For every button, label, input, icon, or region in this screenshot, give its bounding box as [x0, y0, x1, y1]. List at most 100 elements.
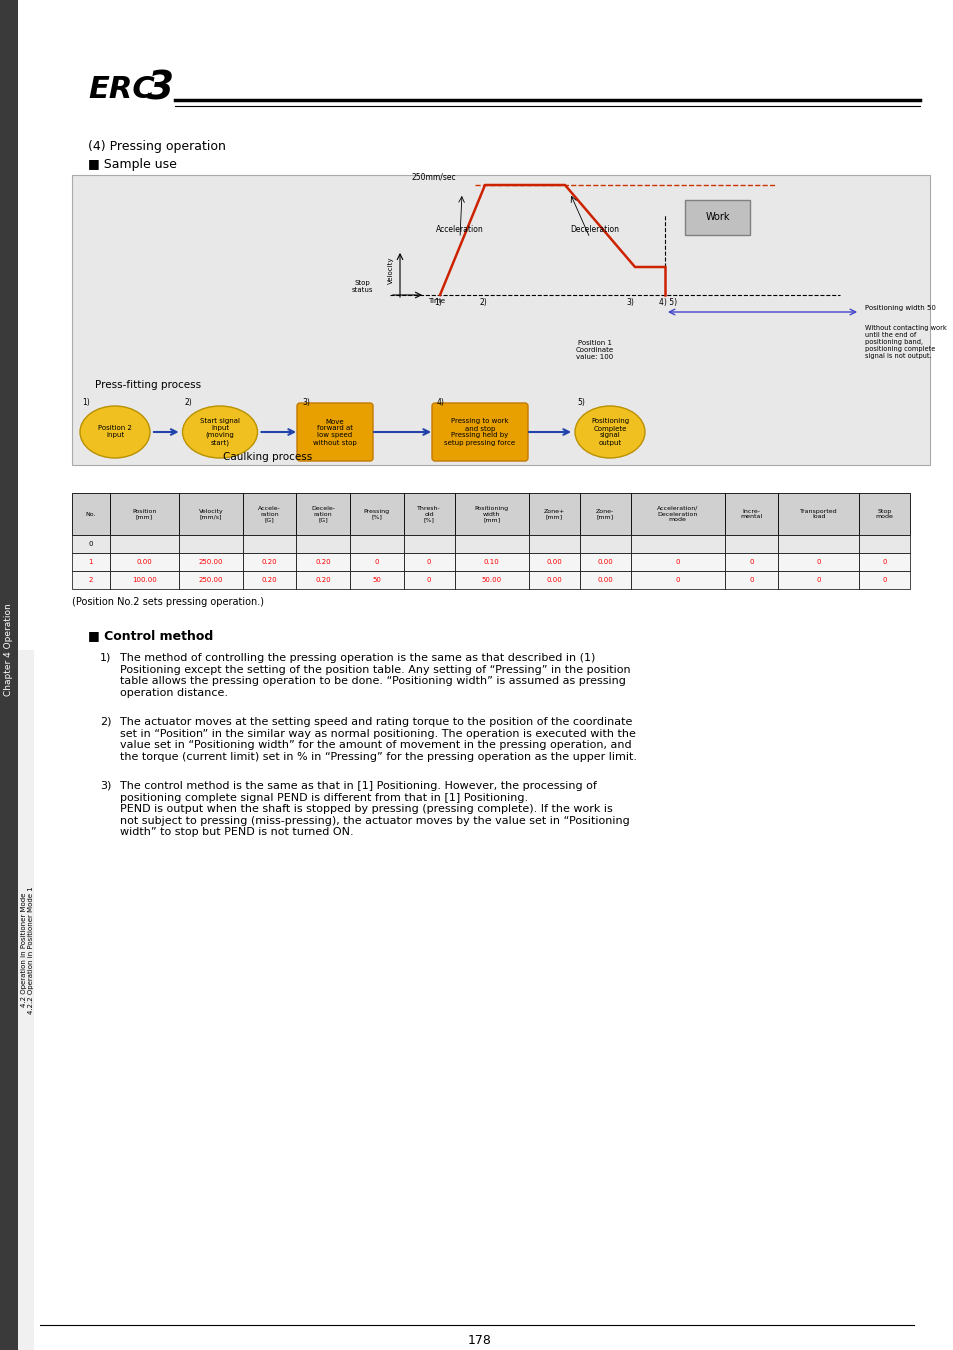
Text: 0: 0: [675, 576, 679, 583]
Text: 50.00: 50.00: [481, 576, 501, 583]
Text: Zone-
[mm]: Zone- [mm]: [596, 509, 614, 520]
Bar: [71, 493, 110, 535]
Bar: [630, 571, 724, 589]
Text: Chapter 4 Operation: Chapter 4 Operation: [5, 603, 13, 697]
Text: Pressing to work
and stop
Pressing held by
setup pressing force: Pressing to work and stop Pressing held …: [444, 418, 515, 446]
Text: Stop
status: Stop status: [351, 281, 373, 293]
Bar: [455, 571, 528, 589]
Bar: [528, 535, 579, 554]
Text: 0.20: 0.20: [315, 559, 331, 566]
Bar: [71, 176, 929, 464]
Text: 4.2.2 Operation in Positioner Mode 1: 4.2.2 Operation in Positioner Mode 1: [28, 886, 34, 1014]
Bar: [242, 493, 296, 535]
Text: 4) 5): 4) 5): [659, 298, 677, 306]
Bar: [528, 571, 579, 589]
Text: 250.00: 250.00: [198, 559, 223, 566]
Text: Acceleration: Acceleration: [436, 225, 483, 235]
Text: Incre-
mental: Incre- mental: [740, 509, 761, 520]
Text: Decele-
ration
[G]: Decele- ration [G]: [311, 506, 335, 522]
Text: Work: Work: [704, 212, 729, 223]
FancyBboxPatch shape: [296, 404, 373, 460]
Bar: [684, 200, 749, 235]
Bar: [455, 493, 528, 535]
Bar: [403, 493, 455, 535]
Bar: [110, 554, 179, 571]
Text: 50: 50: [372, 576, 381, 583]
Bar: [858, 554, 909, 571]
Text: 0.20: 0.20: [261, 576, 277, 583]
Text: 0.00: 0.00: [597, 559, 613, 566]
Bar: [110, 571, 179, 589]
Text: 0: 0: [748, 559, 753, 566]
Bar: [724, 554, 778, 571]
Text: 3): 3): [302, 397, 310, 406]
Bar: [778, 535, 858, 554]
Text: Velocity
[mm/s]: Velocity [mm/s]: [198, 509, 223, 520]
Text: Velocity: Velocity: [388, 256, 394, 284]
Bar: [630, 493, 724, 535]
Text: Pressing
[%]: Pressing [%]: [363, 509, 390, 520]
Text: 250mm/sec: 250mm/sec: [412, 173, 456, 181]
Text: 3): 3): [100, 782, 112, 791]
Bar: [858, 493, 909, 535]
Text: Transported
load: Transported load: [799, 509, 837, 520]
Text: ■ Sample use: ■ Sample use: [88, 158, 176, 171]
Text: Deceleration: Deceleration: [570, 225, 618, 235]
Text: 1): 1): [82, 397, 90, 406]
Text: Move
forward at
low speed
without stop: Move forward at low speed without stop: [313, 418, 356, 446]
Text: 0: 0: [816, 576, 821, 583]
Text: 0: 0: [882, 576, 885, 583]
Text: Zone+
[mm]: Zone+ [mm]: [543, 509, 564, 520]
Bar: [455, 554, 528, 571]
Bar: [724, 493, 778, 535]
Text: The actuator moves at the setting speed and rating torque to the position of the: The actuator moves at the setting speed …: [120, 717, 637, 761]
Bar: [455, 535, 528, 554]
Text: 3: 3: [147, 69, 173, 107]
Text: 2): 2): [184, 397, 193, 406]
Text: 0.00: 0.00: [546, 559, 561, 566]
Bar: [778, 554, 858, 571]
Text: 0: 0: [882, 559, 885, 566]
Text: Position 1
Coordinate
value: 100: Position 1 Coordinate value: 100: [576, 340, 614, 360]
Text: 100.00: 100.00: [132, 576, 156, 583]
Text: 1): 1): [100, 653, 112, 663]
Bar: [71, 554, 110, 571]
Text: 0: 0: [89, 541, 93, 547]
Bar: [242, 535, 296, 554]
Text: 0.00: 0.00: [597, 576, 613, 583]
Text: Acceleration/
Deceleration
mode: Acceleration/ Deceleration mode: [657, 506, 698, 522]
Text: 0: 0: [816, 559, 821, 566]
Bar: [296, 571, 350, 589]
Text: Stop
mode: Stop mode: [875, 509, 893, 520]
Text: Accele-
ration
[G]: Accele- ration [G]: [257, 506, 280, 522]
Bar: [579, 571, 630, 589]
Bar: [630, 554, 724, 571]
Bar: [179, 571, 242, 589]
Bar: [179, 535, 242, 554]
Text: The control method is the same as that in [1] Positioning. However, the processi: The control method is the same as that i…: [120, 782, 629, 837]
Text: 2): 2): [100, 717, 112, 728]
Bar: [630, 535, 724, 554]
Bar: [71, 571, 110, 589]
Bar: [350, 493, 403, 535]
Text: ERC: ERC: [88, 76, 154, 104]
Text: 1: 1: [89, 559, 93, 566]
Bar: [579, 554, 630, 571]
Bar: [858, 571, 909, 589]
Text: Start signal
input
(moving
start): Start signal input (moving start): [200, 418, 240, 446]
Text: The method of controlling the pressing operation is the same as that described i: The method of controlling the pressing o…: [120, 653, 630, 698]
FancyBboxPatch shape: [432, 404, 527, 460]
Text: 0: 0: [675, 559, 679, 566]
Text: Positioning width 50: Positioning width 50: [864, 305, 935, 310]
Bar: [350, 554, 403, 571]
Bar: [296, 554, 350, 571]
Text: 1): 1): [434, 298, 441, 306]
Text: 0: 0: [375, 559, 378, 566]
Text: Position
[mm]: Position [mm]: [132, 509, 156, 520]
Bar: [579, 535, 630, 554]
Text: 0.20: 0.20: [315, 576, 331, 583]
Text: Caulking process: Caulking process: [223, 452, 313, 462]
Ellipse shape: [575, 406, 644, 458]
Text: 5): 5): [577, 397, 584, 406]
Text: 0: 0: [427, 559, 431, 566]
